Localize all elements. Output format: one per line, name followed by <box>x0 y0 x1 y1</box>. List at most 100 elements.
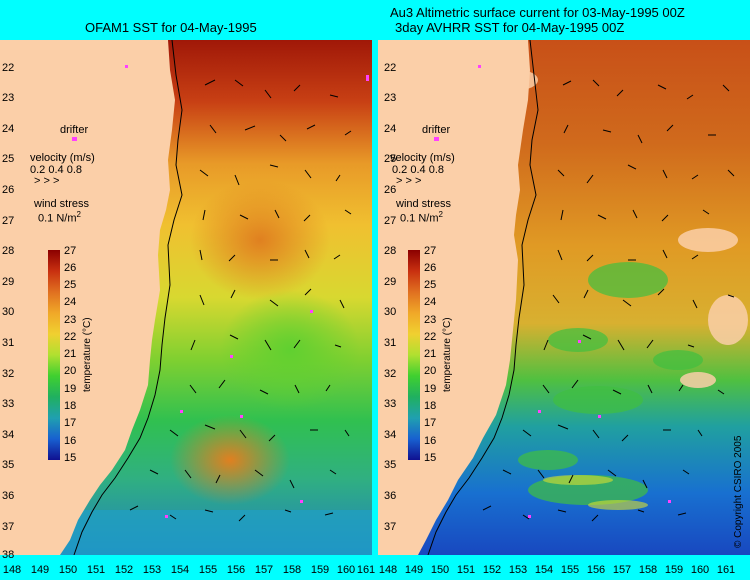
colorbar-tick: 27 <box>424 245 437 257</box>
colorbar-tick: 16 <box>424 435 437 447</box>
current-vectors <box>482 79 735 522</box>
colorbar-tick: 22 <box>64 331 77 343</box>
lon-label: 149 <box>30 564 50 576</box>
velocity-label: velocity (m/s) <box>390 152 455 164</box>
lon-label: 160 <box>336 564 356 576</box>
drifter-icon <box>72 137 77 141</box>
left-map-panel[interactable] <box>0 40 372 555</box>
current-vectors <box>129 79 352 522</box>
lon-label: 159 <box>664 564 684 576</box>
drifter-markers <box>125 65 369 518</box>
colorbar-tick: 25 <box>424 279 437 291</box>
lat-label: 25 <box>2 153 15 165</box>
lat-label: 32 <box>2 368 15 380</box>
lon-label: 152 <box>114 564 134 576</box>
right-map-title-line2: 3day AVHRR SST for 04-May-1995 00Z <box>395 20 625 35</box>
colorbar-tick: 18 <box>64 400 77 412</box>
lat-label: 33 <box>2 398 15 410</box>
lon-label: 154 <box>534 564 554 576</box>
colorbar-tick: 22 <box>424 331 437 343</box>
lat-label: 29 <box>2 276 15 288</box>
left-map-title: OFAM1 SST for 04-May-1995 <box>85 20 257 35</box>
drifter-icon <box>434 137 439 141</box>
lat-label: 23 <box>2 92 15 104</box>
drifter-markers <box>478 65 671 518</box>
shelf-contour <box>73 40 183 555</box>
wind-stress-label: wind stress <box>396 198 452 210</box>
lat-label: 24 <box>2 123 15 135</box>
velocity-label: velocity (m/s) <box>30 152 95 164</box>
lon-label: 150 <box>430 564 450 576</box>
colorbar-tick: 27 <box>64 245 77 257</box>
lat-label: 26 <box>384 184 397 196</box>
lat-label: 38 <box>2 549 15 561</box>
lat-label: 32 <box>384 368 397 380</box>
drifter-label: drifter <box>422 124 451 136</box>
lat-label: 36 <box>384 490 397 502</box>
velocity-arrows-icon: > > > <box>34 175 60 187</box>
lat-label: 28 <box>2 245 15 257</box>
australia-land <box>0 40 175 555</box>
colorbar-title: temperature (°C) <box>442 317 453 392</box>
colorbar-tick: 19 <box>64 383 77 395</box>
lon-label: 149 <box>404 564 424 576</box>
lat-label: 37 <box>2 521 15 533</box>
velocity-arrows-icon: > > > <box>396 175 422 187</box>
wind-scale-sup: 2 <box>438 210 443 219</box>
lat-label: 27 <box>2 215 15 227</box>
colorbar-tick: 20 <box>424 365 437 377</box>
lat-label: 25 <box>384 153 397 165</box>
colorbar-tick: 15 <box>64 452 77 464</box>
colorbar-tick: 23 <box>424 314 437 326</box>
shelf-contour <box>427 40 539 555</box>
warm-eddy <box>190 180 330 300</box>
lat-label: 33 <box>384 398 397 410</box>
green-patches <box>518 262 703 505</box>
lat-label: 35 <box>384 459 397 471</box>
lon-label: 148 <box>378 564 398 576</box>
lon-label: 159 <box>310 564 330 576</box>
velocity-scale: 0.2 0.4 0.8 <box>392 164 444 176</box>
colorbar-title: temperature (°C) <box>82 317 93 392</box>
colorbar-tick: 21 <box>424 348 437 360</box>
lon-label: 155 <box>560 564 580 576</box>
left-map-svg <box>0 40 372 555</box>
lon-label: 157 <box>254 564 274 576</box>
warm-eddy-south <box>170 415 290 505</box>
lon-label: 153 <box>142 564 162 576</box>
lat-label: 30 <box>2 306 15 318</box>
colorbar-tick: 25 <box>64 279 77 291</box>
copyright-notice: © Copyright CSIRO 2005 <box>733 435 744 548</box>
colorbar-tick: 23 <box>64 314 77 326</box>
lon-label: 156 <box>586 564 606 576</box>
lon-label: 155 <box>198 564 218 576</box>
lat-label: 26 <box>2 184 15 196</box>
wind-scale-sup: 2 <box>76 210 81 219</box>
colorbar-tick: 17 <box>424 417 437 429</box>
wind-stress-label: wind stress <box>34 198 90 210</box>
lon-label: 157 <box>612 564 632 576</box>
lat-label: 29 <box>384 276 397 288</box>
colorbar-tick: 24 <box>64 296 77 308</box>
lon-label: 152 <box>482 564 502 576</box>
lon-label: 160 <box>690 564 710 576</box>
lat-label: 24 <box>384 123 397 135</box>
drifter-label: drifter <box>60 124 89 136</box>
wind-scale-text: 0.1 N/m <box>400 212 439 225</box>
colorbar-tick: 26 <box>424 262 437 274</box>
colorbar-tick: 20 <box>64 365 77 377</box>
colorbar-tick: 16 <box>64 435 77 447</box>
lon-label: 153 <box>508 564 528 576</box>
colorbar-strip <box>48 250 60 460</box>
lon-label: 154 <box>170 564 190 576</box>
cool-eddy <box>220 290 360 410</box>
colorbar-tick: 26 <box>64 262 77 274</box>
lat-label: 30 <box>384 306 397 318</box>
colorbar-tick: 19 <box>424 383 437 395</box>
lon-label: 156 <box>226 564 246 576</box>
lat-label: 31 <box>2 337 15 349</box>
lat-label: 27 <box>384 215 397 227</box>
velocity-scale: 0.2 0.4 0.8 <box>30 164 82 176</box>
lon-label: 150 <box>58 564 78 576</box>
colorbar-tick: 18 <box>424 400 437 412</box>
